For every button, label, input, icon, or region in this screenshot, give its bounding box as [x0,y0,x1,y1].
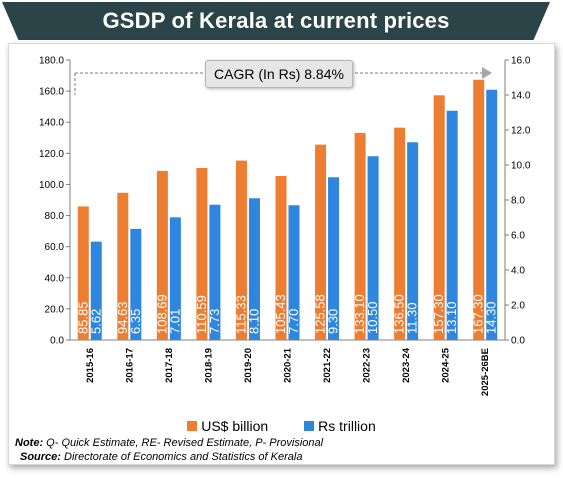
usd-bar [473,79,485,340]
usd-data-label: 157.30 [431,294,446,334]
usd-bar [196,167,208,340]
right-tick-label: 10.0 [511,161,531,172]
rs-data-label: 8.10 [246,309,261,334]
legend-label-rs: Rs trillion [318,418,376,434]
rs-data-label: 13.10 [444,301,459,334]
right-tick-label: 2.0 [511,301,525,312]
right-tick-label: 14.0 [511,91,531,102]
rs-bar [367,156,379,340]
x-tick-label: 2016-17 [124,348,135,383]
rs-bar [407,142,419,340]
x-tick-label: 2024-25 [441,347,452,383]
note-text: Q- Quick Estimate, RE- Revised Estimate,… [43,437,324,449]
rs-bar [169,217,181,340]
x-tick-label: 2023-24 [401,347,412,383]
rs-data-label: 14.30 [484,301,499,334]
rs-data-label: 7.70 [286,309,301,334]
left-tick-label: 60.0 [45,242,65,253]
right-tick-label: 6.0 [511,231,525,242]
left-tick-label: 20.0 [45,304,65,315]
footnote: Note: Q- Quick Estimate, RE- Revised Est… [15,437,323,449]
usd-data-label: 136.50 [392,294,407,334]
usd-bar [77,206,89,340]
rs-bar [130,228,142,340]
cagr-arrowhead-icon [482,67,492,79]
right-tick-label: 8.0 [511,196,525,207]
legend-label-usd: US$ billion [201,418,269,434]
source-line: Source: Directorate of Economics and Sta… [20,451,302,463]
x-tick-label: 2022-23 [362,348,373,383]
usd-data-label: 167.30 [471,294,486,334]
usd-data-label: 133.10 [352,294,367,334]
right-tick-label: 0.0 [511,336,525,347]
left-tick-label: 120.0 [39,149,64,160]
rs-data-label: 10.50 [365,301,380,334]
usd-data-label: 94.63 [115,301,130,334]
legend-swatch-rs [304,421,315,431]
rs-bar [288,205,300,340]
usd-data-label: 125.58 [313,294,328,334]
usd-data-label: 105.43 [273,294,288,334]
usd-bar [394,127,406,341]
left-tick-label: 180.0 [39,56,64,67]
right-tick-label: 4.0 [511,266,525,277]
usd-bar [117,192,129,340]
x-tick-label: 2019-20 [243,348,254,383]
left-tick-label: 40.0 [45,273,65,284]
x-tick-label: 2018-19 [203,348,214,383]
left-tick-label: 80.0 [45,211,65,222]
rs-bar [446,110,458,340]
title-banner: GSDP of Kerala at current prices [2,2,550,40]
left-tick-label: 160.0 [39,87,64,98]
rs-data-label: 11.30 [405,302,420,334]
page-title: GSDP of Kerala at current prices [102,8,450,33]
x-tick-label: 2025-26BE [480,348,491,396]
x-tick-label: 2017-18 [164,348,175,383]
left-tick-label: 100.0 [39,180,64,191]
right-tick-label: 16.0 [511,56,531,67]
right-tick-label: 12.0 [511,126,531,137]
rs-data-label: 5.62 [88,309,103,334]
legend-item-rs: Rs trillion [304,418,376,434]
cagr-annotation: CAGR (In Rs) 8.84% [205,60,353,88]
usd-data-label: 108.69 [154,294,169,334]
rs-data-label: 7.73 [207,309,222,334]
usd-data-label: 85.85 [75,301,90,334]
rs-bar [248,198,260,340]
usd-bar [315,144,327,340]
note-label: Note: [15,437,44,449]
legend-item-usd: US$ billion [187,418,268,434]
source-text: Directorate of Economics and Statistics … [60,451,303,463]
usd-data-label: 115.33 [233,295,248,334]
rs-data-label: 9.30 [326,309,341,334]
usd-bar [354,132,366,340]
usd-data-label: 110.59 [194,295,209,334]
legend-swatch-usd [187,421,198,431]
x-tick-label: 2015-16 [85,348,96,383]
cagr-label: CAGR (In Rs) 8.84% [214,66,344,82]
usd-bar [235,160,247,340]
usd-bar [433,95,445,340]
x-tick-label: 2020-21 [283,347,294,383]
x-tick-label: 2021-22 [322,348,333,383]
rs-data-label: 7.01 [167,309,182,334]
chart-legend: US$ billion Rs trillion [0,418,563,434]
rs-bar [486,89,498,340]
rs-bar [328,177,340,340]
rs-data-label: 6.35 [128,309,143,334]
rs-bar [209,204,221,340]
left-tick-label: 0.0 [50,336,64,347]
source-label: Source: [20,451,61,463]
left-tick-label: 140.0 [39,118,64,129]
usd-bar [275,175,287,340]
rs-bar [90,241,102,340]
usd-bar [156,170,168,340]
